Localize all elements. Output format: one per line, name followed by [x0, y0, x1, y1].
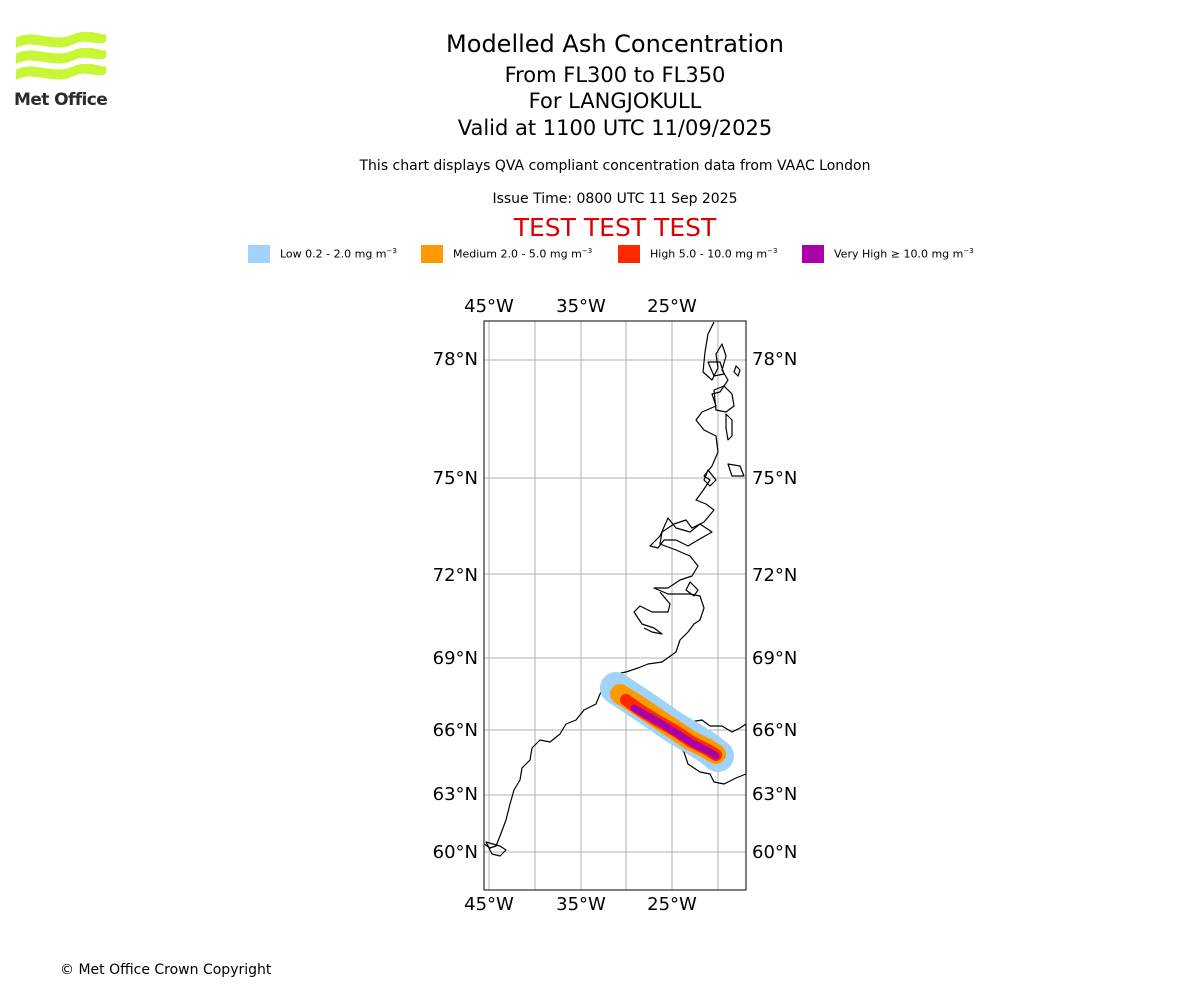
legend-label-very-high: Very High ≥ 10.0 mg m−3: [834, 247, 974, 261]
chart-title: Modelled Ash Concentration: [446, 30, 784, 58]
left-lat-label-63n: 63°N: [433, 784, 478, 805]
top-lon-label-25w: 25°W: [647, 296, 697, 317]
right-lat-label-69n: 69°N: [752, 648, 797, 669]
right-lat-label-72n: 72°N: [752, 565, 797, 586]
top-lon-label-45w: 45°W: [464, 296, 514, 317]
legend-label-medium: Medium 2.0 - 5.0 mg m−3: [453, 247, 593, 261]
copyright-notice: © Met Office Crown Copyright: [60, 962, 272, 978]
map-gridlines: [484, 321, 746, 890]
legend-item-medium: Medium 2.0 - 5.0 mg m−3: [421, 244, 592, 264]
ash-plume: [600, 672, 734, 772]
coastline-island-1: [713, 385, 735, 413]
coastline-island-6: [703, 469, 717, 487]
logo-wave-3: [16, 63, 106, 80]
chart-description: This chart displays QVA compliant concen…: [359, 158, 871, 174]
right-lat-label-75n: 75°N: [752, 468, 797, 489]
legend-swatch-high: [618, 245, 640, 263]
valid-time: Valid at 1100 UTC 11/09/2025: [457, 116, 773, 140]
top-lon-label-35w: 35°W: [556, 296, 606, 317]
logo-wordmark: Met Office: [14, 90, 108, 110]
right-lat-label-60n: 60°N: [752, 842, 797, 863]
plume-very-high: [630, 704, 720, 760]
coastline-island-2: [725, 413, 733, 441]
coastline-island-4: [733, 365, 741, 377]
legend-item-low: Low 0.2 - 2.0 mg m−3: [248, 244, 397, 264]
coastline-island-7: [685, 581, 699, 597]
flight-level-range: From FL300 to FL350: [504, 63, 726, 87]
coastline-island-5: [727, 463, 745, 477]
legend-swatch-medium: [421, 245, 443, 263]
coastline-island-3: [707, 361, 725, 377]
coastline-greenland-south-tip: [485, 841, 507, 857]
test-banner: TEST TEST TEST: [513, 213, 717, 242]
left-lat-label-66n: 66°N: [433, 720, 478, 741]
coastline: [483, 321, 747, 857]
right-lat-label-66n: 66°N: [752, 720, 797, 741]
left-lat-label-60n: 60°N: [433, 842, 478, 863]
left-lat-label-78n: 78°N: [433, 349, 478, 370]
right-lat-label-78n: 78°N: [752, 349, 797, 370]
left-lat-label-75n: 75°N: [433, 468, 478, 489]
right-lat-label-63n: 63°N: [752, 784, 797, 805]
map-frame: [483, 320, 747, 891]
logo-wave-1: [16, 31, 106, 48]
volcano-name: For LANGJOKULL: [528, 89, 702, 113]
issue-time: Issue Time: 0800 UTC 11 Sep 2025: [492, 191, 738, 207]
left-lat-label-72n: 72°N: [433, 565, 478, 586]
coastline-greenland-east: [483, 321, 729, 849]
legend-label-high: High 5.0 - 10.0 mg m−3: [650, 247, 778, 261]
bottom-lon-label-35w: 35°W: [556, 894, 606, 915]
legend-label-low: Low 0.2 - 2.0 mg m−3: [280, 247, 397, 261]
bottom-lon-label-45w: 45°W: [464, 894, 514, 915]
legend-item-high: High 5.0 - 10.0 mg m−3: [618, 244, 777, 264]
coastline-fjord-1: [649, 517, 713, 549]
coastline-fjord-2: [633, 591, 671, 635]
logo-wave-2: [16, 47, 106, 64]
map-tick-labels: 45°W 35°W 25°W 45°W 35°W 25°W 78°N 75°N …: [433, 296, 798, 915]
met-office-logo: [16, 31, 106, 80]
legend-swatch-very-high: [802, 245, 824, 263]
legend-swatch-low: [248, 245, 270, 263]
bottom-lon-label-25w: 25°W: [647, 894, 697, 915]
left-lat-label-69n: 69°N: [433, 648, 478, 669]
legend-item-very-high: Very High ≥ 10.0 mg m−3: [802, 244, 974, 264]
